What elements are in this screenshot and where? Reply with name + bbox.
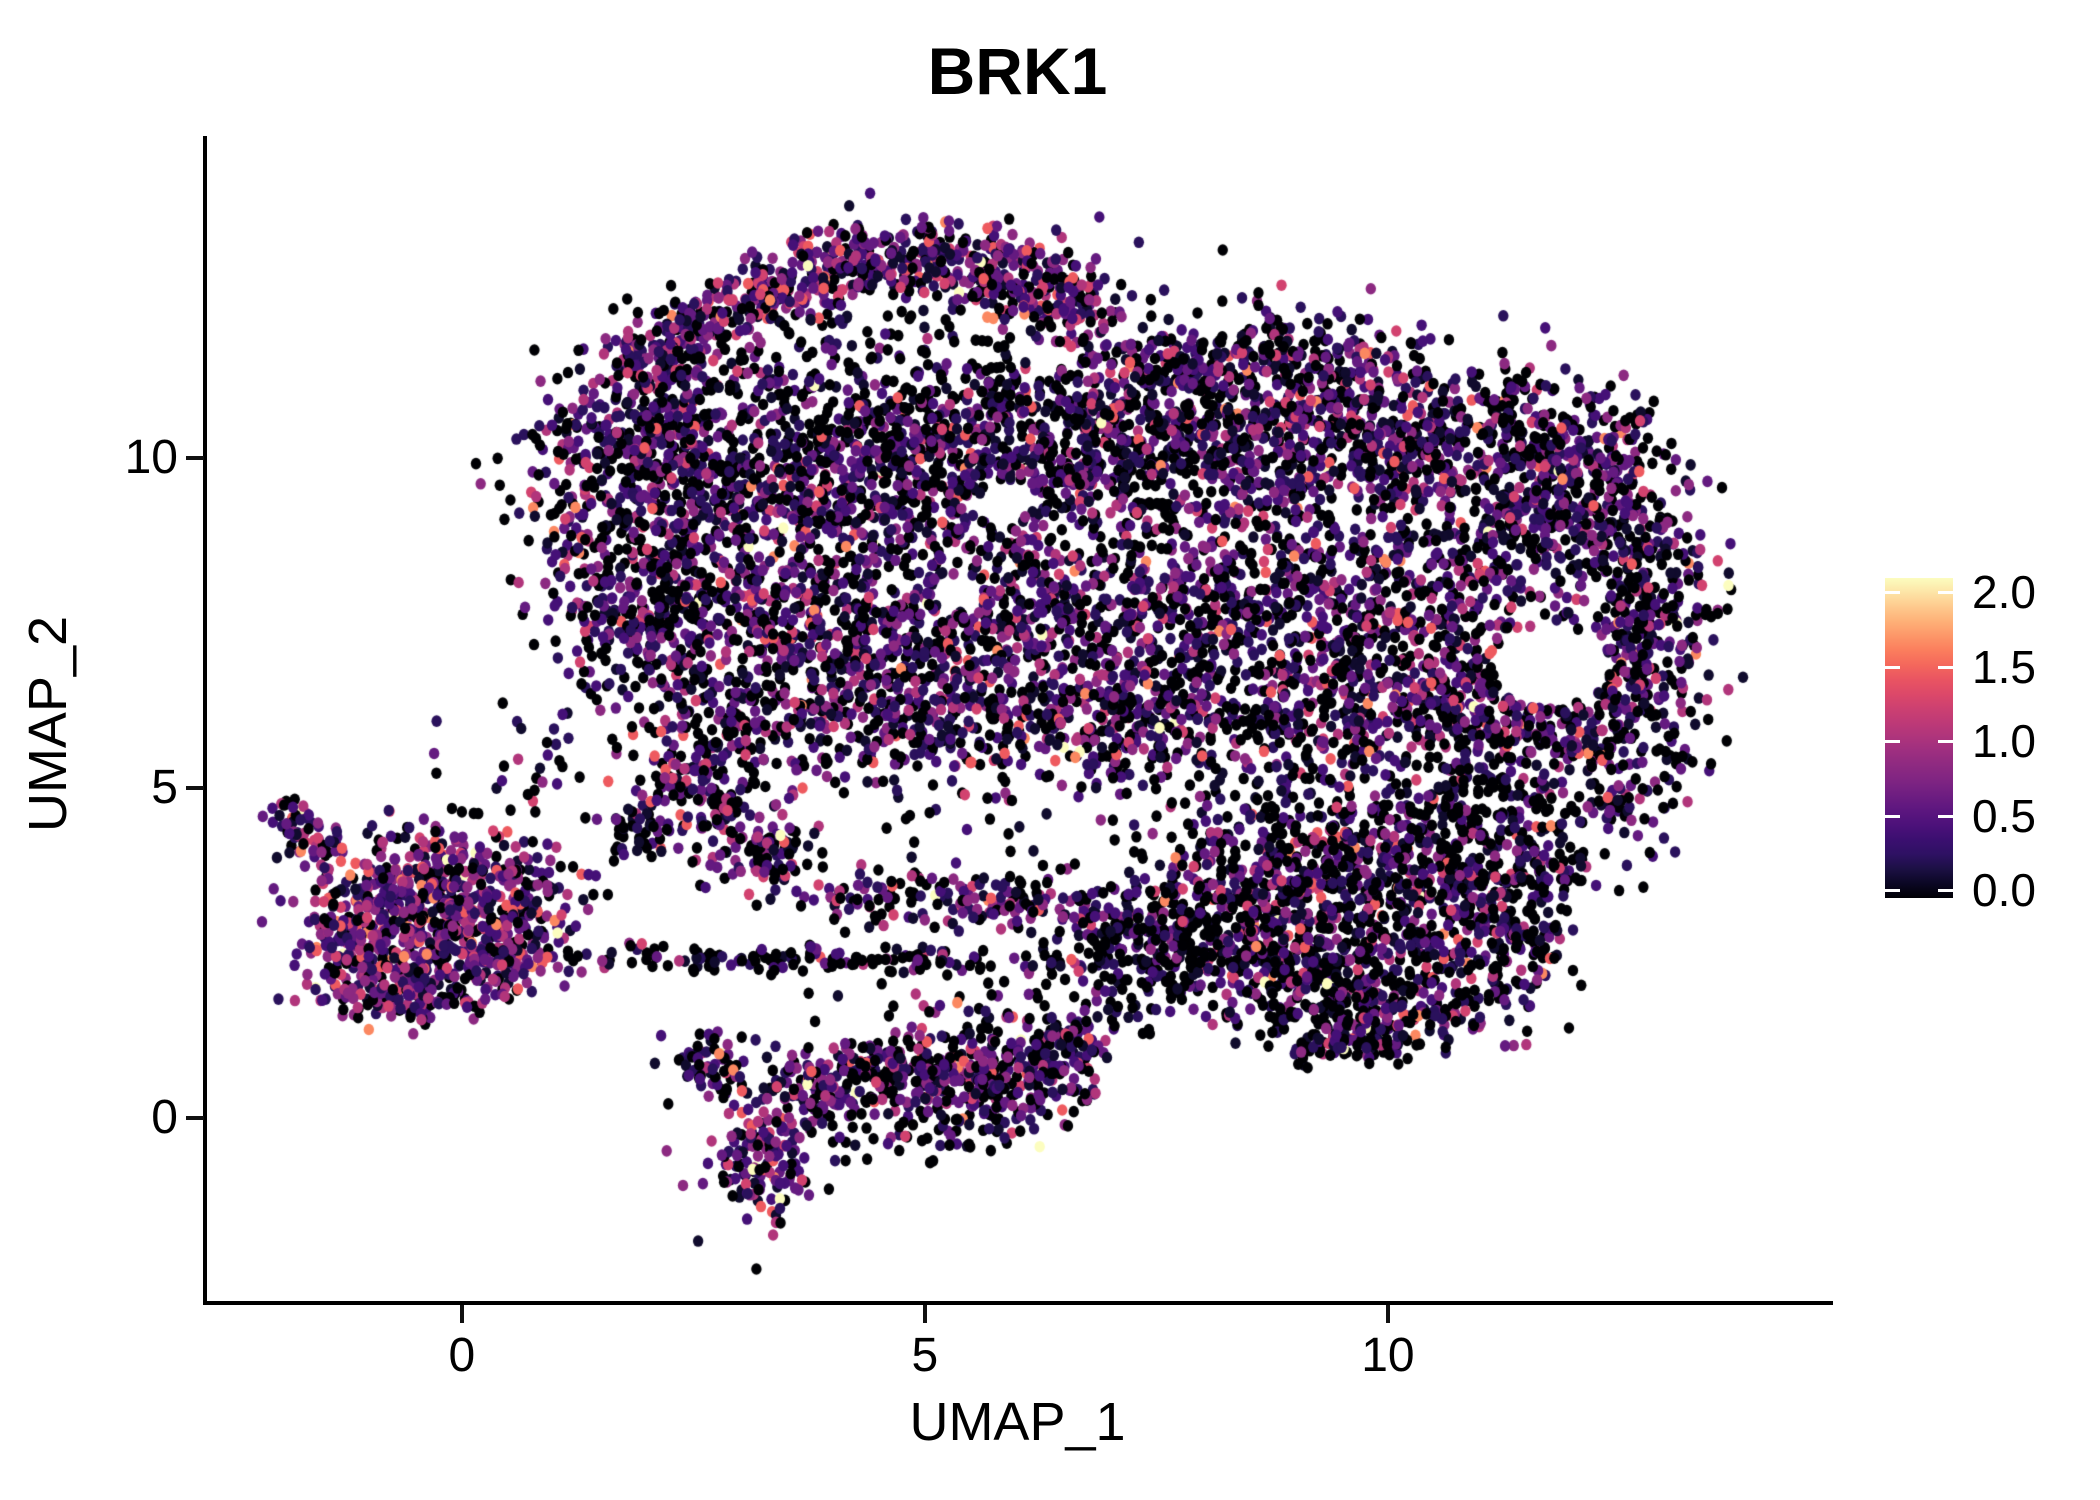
colorbar-tick-mark — [1885, 591, 1900, 595]
colorbar-tick-mark — [1938, 665, 1953, 669]
colorbar-tick-mark — [1938, 814, 1953, 818]
colorbar-tick-mark — [1938, 591, 1953, 595]
x-tick-label: 5 — [911, 1329, 939, 1382]
x-axis-title: UMAP_1 — [909, 1392, 1126, 1452]
x-axis-line — [203, 1301, 1833, 1305]
y-tick-mark — [186, 1115, 204, 1120]
colorbar-gradient — [1885, 578, 1953, 898]
colorbar-tick-label: 1.0 — [1972, 715, 2036, 768]
colorbar-tick-mark — [1885, 814, 1900, 818]
y-tick-label: 5 — [151, 760, 178, 814]
y-tick-label: 10 — [124, 430, 178, 484]
y-axis-title: UMAP_2 — [18, 615, 78, 833]
x-tick-mark — [459, 1305, 464, 1323]
colorbar-tick-mark — [1938, 740, 1953, 744]
plot-title: BRK1 — [927, 34, 1108, 108]
colorbar-tick-label: 0.5 — [1972, 789, 2036, 842]
x-tick-mark — [1385, 1305, 1390, 1323]
colorbar-tick-mark — [1885, 665, 1900, 669]
colorbar-tick-label: 2.0 — [1972, 566, 2036, 619]
colorbar-tick-mark — [1938, 889, 1953, 892]
x-tick-label: 0 — [448, 1329, 476, 1382]
x-tick-mark — [922, 1305, 927, 1323]
x-tick-label: 10 — [1361, 1329, 1415, 1382]
colorbar-tick-label: 1.5 — [1972, 640, 2036, 693]
y-tick-mark — [186, 785, 204, 790]
colorbar-tick-label: 0.0 — [1972, 864, 2036, 916]
y-axis-line — [203, 136, 207, 1305]
colorbar-tick-mark — [1885, 740, 1900, 744]
y-tick-label: 0 — [151, 1090, 178, 1144]
y-tick-mark — [186, 455, 204, 460]
colorbar-tick-mark — [1885, 889, 1900, 892]
